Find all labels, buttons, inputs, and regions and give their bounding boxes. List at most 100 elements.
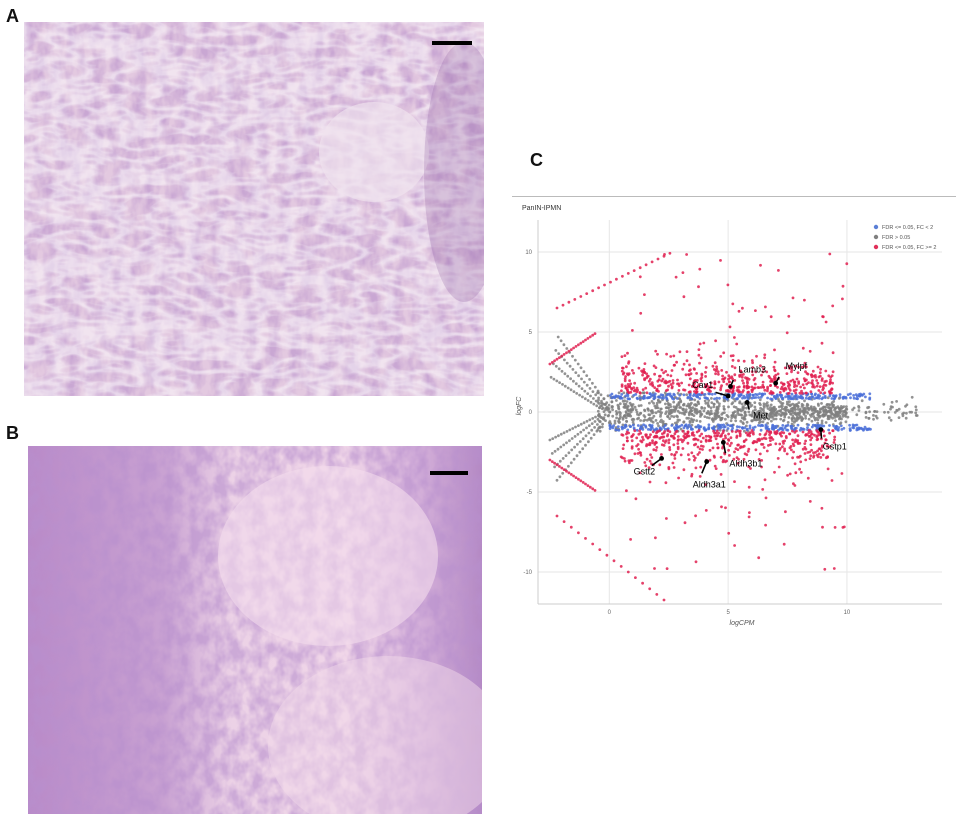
data-point — [798, 391, 802, 395]
data-point — [747, 465, 751, 469]
data-point — [672, 363, 676, 367]
histology-image-a — [24, 22, 484, 396]
data-point — [617, 391, 621, 395]
data-point — [841, 526, 845, 529]
data-point — [799, 385, 802, 389]
data-point — [568, 364, 572, 368]
data-point — [588, 418, 592, 422]
data-point — [719, 473, 723, 476]
data-point — [810, 448, 813, 452]
data-point — [663, 427, 667, 431]
data-point — [641, 581, 644, 585]
data-point — [792, 482, 795, 486]
data-point — [846, 415, 850, 419]
data-point — [631, 434, 634, 438]
data-point — [667, 438, 671, 442]
data-point — [700, 432, 703, 436]
data-point — [802, 409, 805, 413]
data-point — [701, 445, 705, 448]
data-point — [849, 396, 852, 400]
data-point — [655, 593, 659, 596]
data-point — [842, 426, 846, 430]
data-point — [804, 447, 808, 451]
data-point — [682, 407, 685, 411]
data-point — [733, 336, 736, 339]
data-point — [720, 423, 723, 427]
data-point — [679, 438, 683, 441]
data-point — [810, 425, 814, 429]
data-point — [806, 426, 809, 429]
data-point — [668, 446, 671, 449]
legend-label: FDR > 0.05 — [882, 235, 910, 241]
data-point — [593, 385, 597, 389]
data-point — [809, 390, 813, 394]
data-point — [566, 386, 570, 390]
data-point — [747, 447, 751, 451]
data-point — [820, 341, 824, 345]
data-point — [743, 426, 747, 430]
data-point — [695, 395, 699, 399]
data-point — [765, 412, 769, 416]
data-point — [563, 358, 566, 362]
data-point — [762, 411, 766, 415]
data-point — [808, 457, 812, 460]
data-point — [761, 424, 765, 427]
data-point — [807, 431, 811, 435]
data-point — [698, 342, 702, 346]
data-point — [600, 425, 604, 429]
data-point — [674, 421, 677, 425]
data-point — [709, 409, 713, 413]
data-point — [606, 394, 610, 398]
data-point — [733, 450, 736, 454]
data-point — [660, 379, 664, 383]
data-point — [815, 379, 819, 382]
data-point — [584, 482, 587, 486]
data-point — [754, 440, 757, 444]
data-point — [574, 371, 578, 374]
data-point — [639, 439, 643, 443]
data-point — [670, 453, 673, 456]
data-point — [687, 416, 690, 420]
data-point — [795, 412, 798, 416]
data-point — [653, 567, 656, 570]
data-point — [761, 370, 765, 374]
data-point — [626, 383, 630, 386]
data-point — [718, 423, 721, 427]
data-point — [801, 417, 805, 421]
data-point — [572, 474, 575, 478]
data-point — [856, 397, 859, 401]
scale-bar-a — [432, 41, 472, 45]
data-point — [569, 377, 572, 381]
data-point — [810, 373, 813, 376]
data-point — [745, 428, 749, 432]
data-point — [582, 380, 586, 384]
data-point — [729, 354, 733, 358]
data-point — [849, 428, 852, 432]
data-point — [698, 475, 702, 478]
data-point — [886, 410, 890, 414]
data-point — [633, 429, 637, 433]
data-point — [813, 423, 817, 427]
data-point — [808, 349, 812, 353]
data-point — [707, 416, 711, 420]
data-points — [548, 251, 919, 602]
data-point — [587, 440, 590, 444]
data-point — [615, 399, 618, 402]
data-point — [587, 424, 591, 428]
data-point — [558, 475, 562, 479]
data-point — [688, 363, 691, 367]
data-point — [578, 440, 582, 443]
data-point — [644, 424, 647, 428]
data-point — [743, 452, 747, 456]
data-point — [641, 435, 644, 439]
data-point — [754, 393, 757, 396]
data-point — [765, 429, 769, 433]
data-point — [735, 397, 739, 400]
data-point — [760, 465, 763, 469]
data-point — [597, 414, 600, 417]
data-point — [548, 438, 552, 442]
data-point — [617, 417, 621, 421]
data-point — [766, 396, 769, 400]
data-point — [730, 424, 733, 427]
data-point — [631, 329, 634, 332]
